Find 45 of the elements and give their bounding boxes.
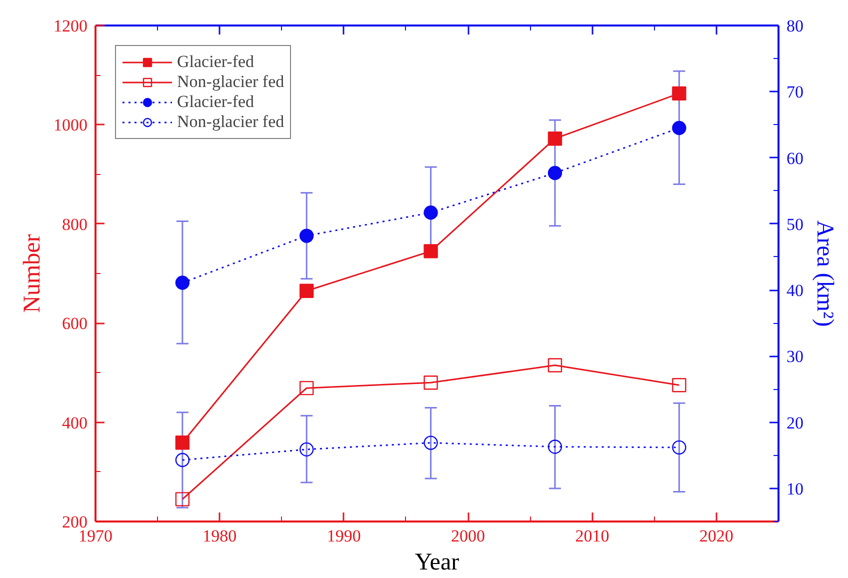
point bbox=[424, 436, 438, 450]
point bbox=[175, 276, 190, 290]
y2-tick-label: 80 bbox=[786, 16, 804, 36]
x-tick-label: 1980 bbox=[202, 526, 237, 546]
point bbox=[424, 244, 438, 258]
point bbox=[672, 378, 686, 392]
point bbox=[424, 206, 438, 220]
point bbox=[175, 452, 190, 468]
y2-axis-title: Area (km²) bbox=[812, 220, 838, 327]
y-tick-label: 1000 bbox=[54, 116, 88, 135]
y2-tick-label: 50 bbox=[786, 214, 804, 234]
point bbox=[300, 228, 314, 243]
y-axis-title: Number bbox=[20, 234, 46, 313]
y2-tick-label: 60 bbox=[786, 148, 804, 168]
point bbox=[548, 358, 562, 372]
point bbox=[175, 492, 190, 506]
point bbox=[548, 131, 562, 146]
point bbox=[300, 380, 314, 396]
x-tick-label: 2020 bbox=[699, 526, 734, 546]
legend-label: Non-glacier fed bbox=[177, 72, 284, 92]
point bbox=[300, 442, 314, 456]
legend-label: Non-glacier fed bbox=[177, 112, 284, 132]
y-tick-label: 600 bbox=[62, 314, 88, 334]
legend-label: Glacier-fed bbox=[177, 52, 254, 72]
y2-tick-label: 20 bbox=[786, 413, 804, 432]
point bbox=[424, 376, 438, 390]
y-tick-label: 400 bbox=[62, 413, 88, 432]
x-tick-label: 1990 bbox=[326, 526, 361, 546]
point bbox=[175, 436, 190, 450]
y-tick-label: 800 bbox=[62, 214, 88, 234]
x-axis-title: Year bbox=[414, 550, 460, 576]
y2-tick-label: 10 bbox=[786, 479, 804, 498]
point bbox=[672, 120, 686, 136]
y-tick-label: 1200 bbox=[54, 16, 88, 36]
y2-tick-label: 40 bbox=[786, 281, 804, 300]
y2-tick-label: 30 bbox=[786, 347, 804, 366]
point bbox=[548, 166, 562, 180]
x-tick-label: 2010 bbox=[575, 526, 610, 546]
point bbox=[672, 440, 686, 455]
point bbox=[548, 440, 562, 454]
point bbox=[300, 284, 314, 298]
x-tick-label: 2000 bbox=[451, 526, 486, 546]
y2-tick-label: 70 bbox=[786, 82, 804, 102]
legend-label: Glacier-fed bbox=[177, 92, 254, 112]
point bbox=[672, 86, 686, 101]
